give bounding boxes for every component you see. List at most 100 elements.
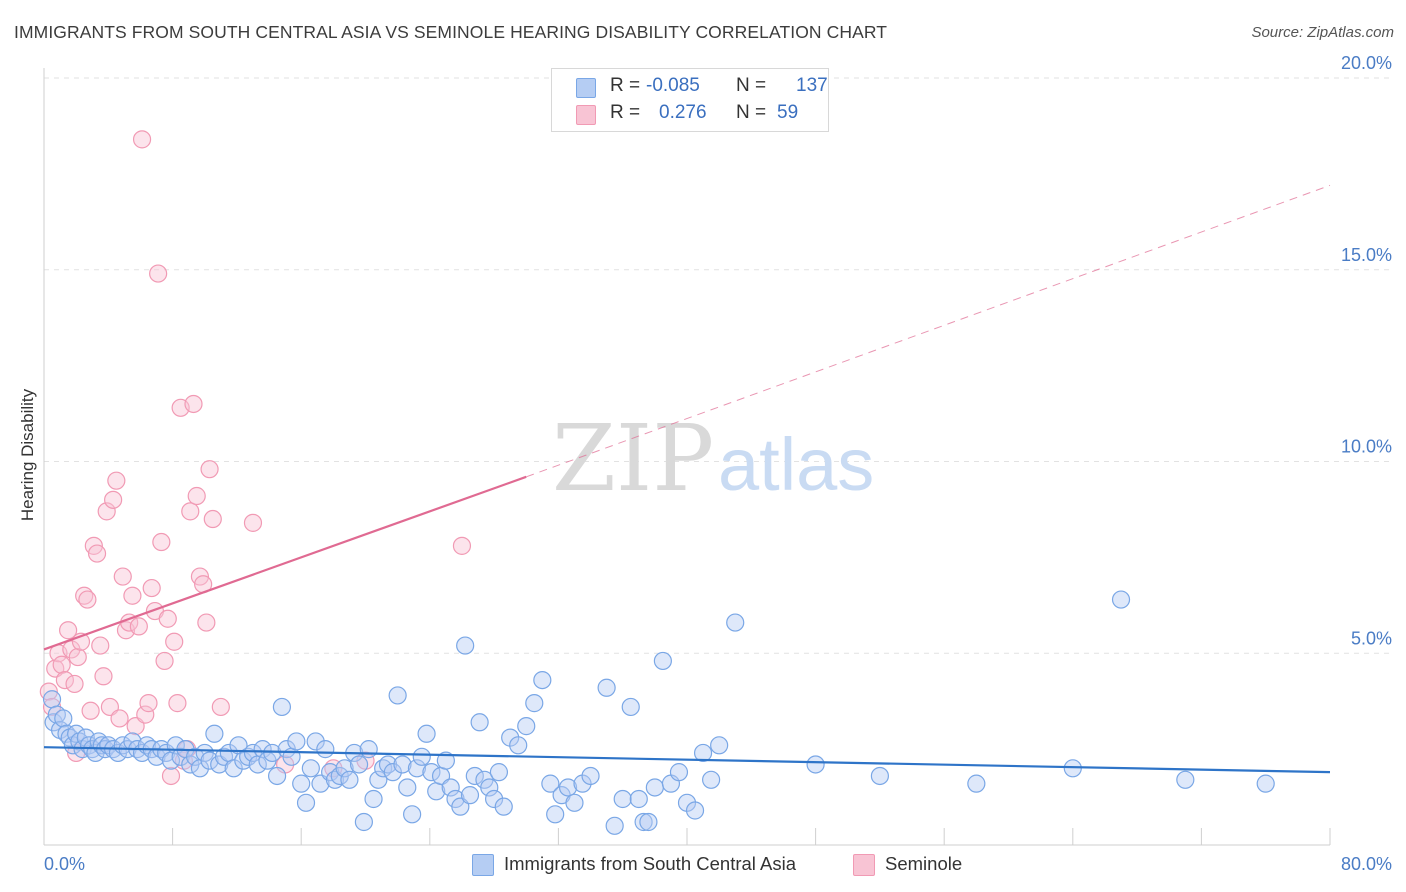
data-point-seminole — [110, 709, 129, 728]
data-point-seminole — [52, 655, 71, 674]
data-point-seminole — [152, 532, 171, 552]
data-point-immigrants — [224, 759, 243, 778]
data-point-immigrants — [364, 789, 383, 809]
data-point-immigrants — [200, 751, 219, 770]
data-point-immigrants — [489, 763, 509, 782]
legend-r-label: R = — [610, 102, 641, 123]
data-point-immigrants — [388, 686, 407, 705]
data-point-seminole — [158, 609, 177, 628]
data-point-seminole — [155, 651, 174, 671]
data-point-seminole — [104, 490, 123, 509]
legend-swatch-seminole — [576, 105, 596, 125]
data-point-seminole — [113, 567, 132, 586]
data-point-immigrants — [685, 801, 705, 820]
data-point-immigrants — [417, 724, 436, 743]
data-point-immigrants — [398, 778, 417, 797]
data-point-seminole — [97, 502, 116, 521]
data-point-immigrants — [354, 812, 373, 832]
data-point-seminole — [65, 674, 84, 694]
data-point-immigrants — [407, 759, 427, 778]
data-point-seminole — [165, 632, 184, 651]
data-point-seminole — [200, 460, 219, 479]
stats-legend: R = -0.085 N = 137 R = 0.276 N = 59 — [551, 68, 829, 132]
data-point-immigrants — [465, 766, 484, 786]
data-point-immigrants — [645, 778, 664, 797]
data-point-seminole — [139, 694, 158, 713]
data-point-immigrants — [485, 789, 504, 809]
data-point-seminole — [94, 667, 113, 686]
data-point-immigrants — [806, 755, 825, 774]
data-point-seminole — [91, 636, 110, 655]
series-seminole-points — [39, 130, 472, 786]
data-point-immigrants — [967, 774, 986, 793]
data-point-immigrants — [533, 670, 552, 690]
data-point-immigrants — [369, 770, 388, 789]
y-tick-label: 10.0% — [1341, 437, 1392, 457]
legend-label-seminole: Seminole — [885, 853, 963, 874]
data-point-seminole — [78, 590, 97, 609]
data-point-seminole — [55, 670, 74, 690]
grid-lines — [44, 77, 1392, 654]
trend-line-seminole-extension — [526, 184, 1331, 478]
data-point-seminole — [168, 694, 187, 713]
data-point-immigrants — [1256, 774, 1275, 793]
data-point-immigrants — [263, 743, 282, 763]
data-point-immigrants — [340, 770, 359, 789]
data-point-immigrants — [517, 717, 536, 736]
data-point-immigrants — [316, 740, 335, 759]
data-point-immigrants — [710, 736, 729, 755]
y-tick-label: 5.0% — [1351, 628, 1392, 648]
data-point-immigrants — [653, 651, 672, 671]
data-point-seminole — [81, 701, 100, 720]
data-point-seminole — [142, 578, 161, 598]
data-point-immigrants — [456, 636, 475, 655]
data-point-immigrants — [205, 724, 224, 743]
data-point-seminole — [161, 766, 181, 786]
data-point-immigrants — [383, 763, 402, 782]
legend-r-label: R = — [610, 75, 641, 96]
data-point-seminole — [197, 613, 216, 632]
data-point-immigrants — [565, 793, 584, 812]
legend-label-immigrants: Immigrants from South Central Asia — [504, 853, 796, 874]
data-point-immigrants — [870, 766, 890, 786]
data-point-immigrants — [1111, 590, 1131, 609]
data-point-immigrants — [525, 694, 544, 713]
watermark-atlas: atlas — [718, 423, 874, 506]
data-point-seminole — [452, 536, 472, 555]
watermark: ZIP atlas — [552, 405, 874, 512]
data-point-immigrants — [669, 763, 689, 782]
legend-swatch-immigrants — [576, 78, 596, 98]
data-point-seminole — [59, 621, 78, 640]
data-point-immigrants — [629, 789, 648, 809]
data-point-immigrants — [494, 797, 513, 816]
data-point-immigrants — [301, 759, 320, 778]
legend-r-value: -0.085 — [646, 75, 700, 96]
data-point-immigrants — [306, 732, 325, 751]
data-point-immigrants — [243, 743, 263, 763]
data-point-immigrants — [581, 766, 600, 786]
trend-line-immigrants — [43, 746, 1331, 774]
y-tick-label: 20.0% — [1341, 53, 1392, 73]
data-point-immigrants — [480, 778, 499, 797]
x-tick-label-left: 0.0% — [44, 854, 85, 874]
source-label: Source: ZipAtlas.com — [1251, 24, 1394, 41]
data-point-immigrants — [639, 812, 658, 832]
data-point-seminole — [149, 264, 168, 283]
data-point-immigrants — [546, 805, 565, 824]
chart-title: IMMIGRANTS FROM SOUTH CENTRAL ASIA VS SE… — [14, 22, 888, 42]
legend-n-value: 137 — [796, 75, 828, 96]
axes — [43, 68, 1331, 846]
trend-line-seminole — [43, 475, 527, 651]
data-point-immigrants — [272, 697, 292, 717]
data-point-immigrants — [509, 736, 528, 755]
y-axis-label: Hearing Disability — [18, 388, 37, 521]
data-point-immigrants — [693, 743, 713, 763]
data-point-immigrants — [470, 713, 489, 732]
data-point-immigrants — [267, 766, 287, 786]
data-point-immigrants — [605, 816, 624, 835]
data-point-immigrants — [335, 759, 354, 778]
data-point-immigrants — [460, 786, 480, 805]
data-point-immigrants — [621, 697, 640, 717]
data-point-seminole — [203, 509, 222, 529]
